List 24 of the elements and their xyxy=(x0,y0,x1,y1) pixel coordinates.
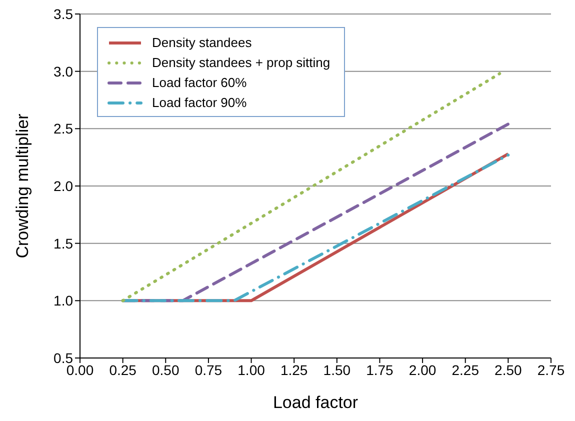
x-tick-label: 2.00 xyxy=(408,362,436,378)
x-axis-title: Load factor xyxy=(272,393,358,412)
x-tick-label: 2.75 xyxy=(537,362,565,378)
x-tick-label: 1.50 xyxy=(323,362,351,378)
x-tick-label: 1.00 xyxy=(238,362,266,378)
legend-label: Density standees + prop sitting xyxy=(152,54,330,72)
y-tick-label: 1.5 xyxy=(54,235,74,252)
y-tick-label: 2.0 xyxy=(54,178,74,194)
x-tick-label: 0.75 xyxy=(194,362,222,378)
x-tick-label: 1.25 xyxy=(280,362,308,378)
legend-label: Load factor 90% xyxy=(152,94,247,112)
legend-label: Load factor 60% xyxy=(152,74,247,92)
x-tick-label: 2.25 xyxy=(452,362,480,378)
y-tick-label: 1.0 xyxy=(54,292,74,309)
legend-label: Density standees xyxy=(152,34,252,52)
y-axis-title: Crowding multiplier xyxy=(13,113,32,258)
y-tick-label: 2.5 xyxy=(54,120,74,137)
x-tick-label: 2.50 xyxy=(494,362,522,378)
y-tick-label: 3.0 xyxy=(54,63,74,80)
x-tick-label: 0.50 xyxy=(152,362,180,378)
x-tick-label: 1.75 xyxy=(366,362,394,378)
y-tick-label: 3.5 xyxy=(54,6,74,22)
x-tick-label: 0.25 xyxy=(109,362,137,378)
y-tick-label: 0.5 xyxy=(54,350,74,366)
